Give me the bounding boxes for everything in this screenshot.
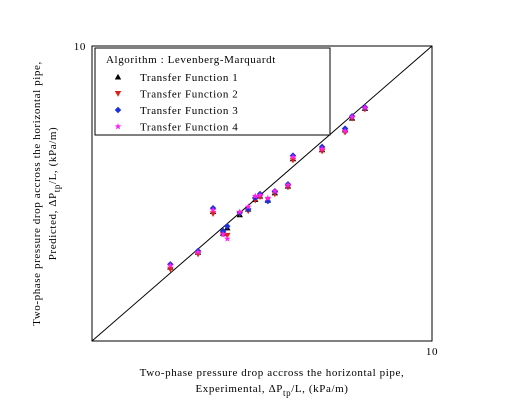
point — [256, 191, 264, 199]
point — [341, 127, 349, 134]
plot-frame — [91, 45, 433, 342]
x-axis-label-subscript: tp — [283, 388, 291, 398]
legend-box — [94, 47, 331, 136]
x-axis-label: Two-phase pressure drop accross the hori… — [140, 367, 405, 379]
point — [348, 113, 356, 120]
legend-label: Transfer Function 4 — [140, 122, 238, 134]
point — [194, 248, 202, 256]
y-axis-label-part: /L, (kPa/m) — [47, 127, 59, 184]
point — [271, 187, 279, 195]
legend-marker — [114, 90, 122, 97]
x-axis-label-group: Two-phase pressure drop accross the hori… — [140, 367, 405, 398]
point — [223, 235, 231, 242]
point — [244, 203, 252, 210]
point — [318, 148, 326, 155]
x-tick-label: 10 — [426, 346, 438, 358]
point — [167, 262, 174, 269]
point — [284, 181, 292, 188]
point — [244, 205, 252, 213]
legend-label: Transfer Function 1 — [140, 72, 238, 84]
legend-label: Transfer Function 3 — [140, 105, 238, 117]
x-axis-label-part: Experimental, ΔP — [195, 383, 283, 395]
y-axis-label-subscript: tp — [52, 184, 62, 192]
y-tick-label: 10 — [74, 41, 86, 53]
point — [209, 211, 217, 217]
point — [264, 194, 272, 201]
point — [209, 206, 217, 213]
legend-title: Algorithm : Levenberg-Marquardt — [106, 54, 276, 66]
point — [219, 230, 227, 238]
point — [194, 251, 202, 258]
point — [318, 145, 326, 152]
point — [224, 222, 231, 230]
x-axis-label: Experimental, ΔPtp/L, (kPa/m) — [195, 383, 348, 398]
legend-marker — [114, 73, 122, 80]
point — [236, 208, 244, 215]
y-axis-label-group: Two-phase pressure drop accross the hori… — [31, 61, 62, 326]
legend-marker — [114, 106, 122, 114]
point — [289, 153, 297, 160]
y-axis-label: Predicted, ΔPtp/L, (kPa/m) — [47, 127, 62, 261]
point — [361, 104, 369, 111]
y-axis-label-part: Predicted, ΔP — [47, 192, 59, 260]
legend-marker — [114, 122, 122, 130]
legend-label: Transfer Function 2 — [140, 89, 238, 101]
point — [251, 192, 259, 199]
y-axis-label: Two-phase pressure drop accross the hori… — [31, 61, 43, 326]
x-axis-label-part: /L, (kPa/m) — [291, 383, 348, 395]
point — [284, 184, 292, 191]
